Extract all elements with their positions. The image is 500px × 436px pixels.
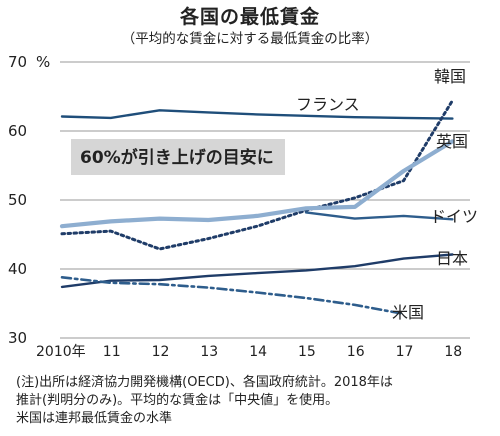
x-tick-label: 16 <box>347 344 365 360</box>
footnote-line: (注)出所は経済協力開発機構(OECD)、各国政府統計。2018年は <box>16 375 393 390</box>
series-line-日本 <box>60 253 454 289</box>
series-line-英国 <box>59 139 455 229</box>
chart-subtitle: （平均的な賃金に対する最低賃金の比率） <box>121 31 379 47</box>
y-axis-ticks: 30 40 50 60 70% <box>8 53 50 347</box>
annotation-box: 60%が引き上げの目安に <box>71 139 285 175</box>
y-tick-label: 30 <box>8 329 27 347</box>
series-layer <box>59 99 455 316</box>
x-tick-label: 11 <box>103 344 121 360</box>
x-tick-label: 17 <box>396 344 414 360</box>
series-line-ドイツ <box>304 211 454 221</box>
series-line-フランス <box>60 109 454 120</box>
series-label-ドイツ: ドイツ <box>430 207 478 226</box>
series-line-米国 <box>60 275 405 316</box>
series-label-日本: 日本 <box>436 249 468 268</box>
x-tick-label: 14 <box>249 344 267 360</box>
y-axis-unit: % <box>36 53 50 71</box>
x-axis-ticks: 2010年 11 12 13 14 15 16 17 18 <box>36 344 462 360</box>
footnote-line: 米国は連邦最低賃金の水準 <box>16 411 173 426</box>
series-label-米国: 米国 <box>392 303 424 322</box>
annotation-background <box>71 139 285 175</box>
footnotes: (注)出所は経済協力開発機構(OECD)、各国政府統計。2018年は 推計(判明… <box>16 374 496 428</box>
chart-title: 各国の最低賃金 <box>179 6 320 28</box>
y-tick-label: 70 <box>8 53 27 71</box>
grid-lines <box>60 61 470 339</box>
y-tick-label: 50 <box>8 191 27 209</box>
x-tick-label: 15 <box>298 344 316 360</box>
x-tick-label: 12 <box>152 344 170 360</box>
series-line-韓国 <box>60 99 454 251</box>
x-tick-label: 2010年 <box>36 344 86 360</box>
y-tick-label: 60 <box>8 122 27 140</box>
x-tick-label: 13 <box>200 344 218 360</box>
series-label-韓国: 韓国 <box>434 67 466 86</box>
series-label-英国: 英国 <box>436 132 468 151</box>
footnote-line: 推計(判明分のみ)。平均的な賃金は「中央値」を使用。 <box>16 393 339 408</box>
series-label-フランス: フランス <box>296 95 360 114</box>
annotation-text: 60%が引き上げの目安に <box>80 147 274 168</box>
line-chart: 30 40 50 60 70% 2010年 11 12 13 14 15 16 17 18 60%が引き… <box>8 53 478 360</box>
y-tick-label: 40 <box>8 260 27 278</box>
x-tick-label: 18 <box>444 344 462 360</box>
